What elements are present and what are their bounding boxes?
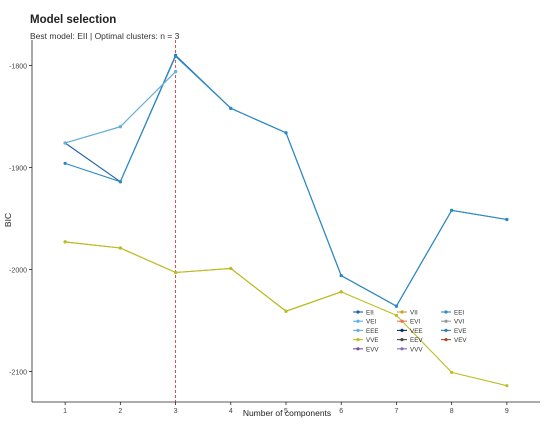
y-tick-label: -1800 bbox=[9, 63, 27, 70]
legend-marker bbox=[356, 338, 360, 342]
data-point-VVE bbox=[339, 290, 343, 294]
data-point-EEI bbox=[505, 217, 509, 222]
legend-marker bbox=[356, 328, 360, 332]
legend-item: VII bbox=[397, 310, 418, 317]
data-point-EEI bbox=[173, 54, 178, 58]
data-point-EEI bbox=[118, 180, 122, 184]
x-tick-label: 8 bbox=[450, 408, 454, 415]
legend-marker bbox=[400, 310, 404, 314]
legend-label: VEE bbox=[410, 328, 423, 335]
data-point-VVE bbox=[63, 240, 67, 244]
chart-axes: -2100 -2000 -1900 -1800 1 2 3 4 5 6 7 8 9 bbox=[9, 40, 540, 415]
legend-item: EVI bbox=[397, 319, 420, 326]
legend-item: VEV bbox=[441, 337, 467, 344]
legend-item: EEI bbox=[441, 310, 464, 317]
data-point-VVE bbox=[394, 313, 399, 317]
legend-item: EEV bbox=[397, 337, 423, 344]
series-points bbox=[63, 53, 509, 388]
legend-label: EEE bbox=[366, 328, 379, 335]
series-line-EEE bbox=[64, 71, 176, 144]
legend-label: EEV bbox=[410, 337, 423, 344]
legend-label: EVI bbox=[410, 319, 420, 326]
legend-item: EEE bbox=[353, 328, 379, 335]
legend-label: EEI bbox=[454, 310, 464, 317]
x-tick-label: 6 bbox=[339, 408, 343, 415]
legend-item: EVV bbox=[353, 346, 379, 353]
legend-marker bbox=[356, 347, 360, 351]
legend-item: VVI bbox=[441, 319, 464, 326]
series-line-VVE bbox=[65, 241, 508, 387]
legend-marker bbox=[444, 328, 448, 332]
y-axis-label: BIC bbox=[3, 213, 13, 227]
data-point-VVE bbox=[118, 246, 122, 250]
data-point-EEI bbox=[284, 131, 288, 135]
x-tick-label: 7 bbox=[394, 408, 398, 415]
data-point-VVE bbox=[284, 309, 288, 313]
data-point-EEI bbox=[339, 273, 343, 278]
legend-item: VEE bbox=[397, 328, 423, 335]
legend-label: VVI bbox=[454, 319, 464, 326]
data-point-VVE bbox=[450, 370, 454, 375]
data-point-VVE bbox=[505, 384, 509, 388]
series-line-EEI bbox=[64, 55, 507, 307]
y-tick-label: -2000 bbox=[9, 267, 27, 274]
legend-marker bbox=[356, 319, 360, 323]
legend-label: VEV bbox=[454, 337, 467, 344]
data-point-EEE bbox=[63, 141, 67, 145]
data-point-VVE bbox=[229, 266, 233, 271]
x-tick-label: 1 bbox=[63, 408, 67, 415]
series-lines bbox=[64, 54, 508, 387]
x-tick-label: 5 bbox=[284, 408, 288, 415]
legend-label: VII bbox=[410, 310, 418, 317]
legend-item: VVV bbox=[397, 346, 423, 353]
x-tick-label: 3 bbox=[174, 408, 178, 415]
x-tick-label: 2 bbox=[118, 408, 122, 415]
data-point-EEI bbox=[450, 208, 454, 212]
legend-item: EII bbox=[353, 310, 374, 317]
legend-item: VEI bbox=[353, 319, 376, 326]
legend-item: EVE bbox=[441, 328, 467, 335]
data-point-EEI bbox=[394, 304, 399, 308]
y-tick-label: -1900 bbox=[9, 165, 27, 172]
legend-marker bbox=[400, 328, 404, 332]
legend-label: EII bbox=[366, 310, 374, 317]
legend-marker bbox=[444, 338, 448, 342]
legend-label: VVE bbox=[366, 337, 379, 344]
data-point-EEI bbox=[63, 161, 67, 165]
legend-marker bbox=[400, 319, 404, 323]
data-point-EEI bbox=[229, 106, 233, 110]
series-line-EII bbox=[64, 54, 507, 307]
x-axis-label: Number of components bbox=[243, 408, 331, 418]
legend-marker bbox=[400, 347, 404, 351]
series-line-VII bbox=[65, 241, 342, 312]
chart-legend: EII VII EEI VEI EVI VVI EEE VEE EVE VVE EEV VEV EVV V… bbox=[353, 310, 467, 353]
data-point-EEE bbox=[118, 125, 122, 129]
data-point-VVE bbox=[173, 270, 178, 275]
legend-label: EVV bbox=[366, 346, 379, 353]
x-tick-label: 4 bbox=[229, 408, 233, 415]
x-tick-label: 9 bbox=[505, 408, 509, 415]
legend-label: EVE bbox=[454, 328, 467, 335]
legend-marker bbox=[444, 310, 448, 314]
series-line-VEI bbox=[64, 71, 176, 144]
y-tick-label: -2100 bbox=[9, 369, 27, 376]
legend-label: VVV bbox=[410, 346, 423, 353]
legend-marker bbox=[400, 338, 404, 342]
legend-item: VVE bbox=[353, 337, 379, 344]
data-point-EEE bbox=[173, 70, 178, 74]
chart-title: Model selection bbox=[30, 14, 117, 26]
legend-marker bbox=[444, 319, 448, 323]
legend-label: VEI bbox=[366, 319, 376, 326]
chart-subtitle: Best model: EII | Optimal clusters: n = … bbox=[30, 31, 180, 41]
legend-marker bbox=[356, 310, 360, 314]
